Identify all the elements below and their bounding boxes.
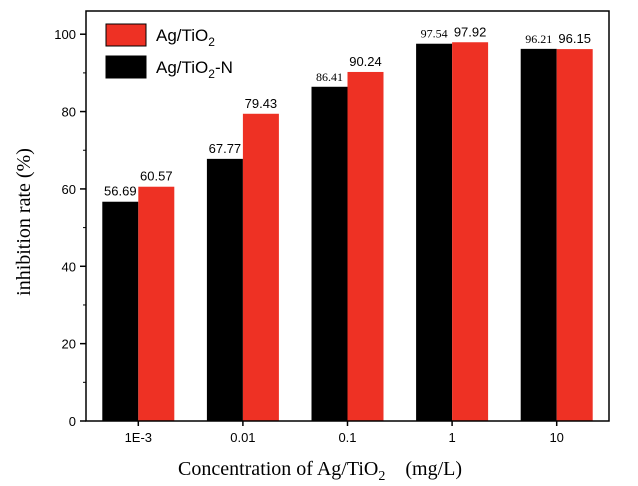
data-label-ag-tio2-n-1: 67.77 [209, 141, 242, 156]
data-label-ag-tio2-1: 79.43 [245, 96, 278, 111]
legend-label-ag-tio2: Ag/TiO2 [156, 26, 215, 49]
data-label-ag-tio2-n-2: 86.41 [316, 70, 343, 84]
axes-group: 0 20 40 60 80 100 1E-3 0.01 0.1 1 10 [54, 10, 610, 445]
data-label-ag-tio2-3: 97.92 [454, 24, 487, 39]
x-tick-label: 0.01 [230, 430, 255, 445]
bar-ag-tio2-n-1 [206, 158, 243, 421]
x-axis-label-subscript: 2 [378, 469, 385, 484]
bar-ag-tio2-n-4 [520, 48, 557, 422]
legend: Ag/TiO2 Ag/TiO2-N [105, 23, 233, 81]
bar-ag-tio2-n-3 [416, 43, 453, 421]
x-tick-label: 10 [549, 430, 563, 445]
data-label-ag-tio2-4: 96.15 [558, 31, 591, 46]
y-tick-label: 20 [62, 337, 76, 352]
legend-swatch-ag-tio2-n [105, 55, 147, 79]
x-axis-label-base: Concentration of Ag/TiO [178, 458, 378, 480]
x-axis-label-suffix: (mg/L) [385, 458, 462, 480]
legend-label-ag-tio2-n: Ag/TiO2-N [156, 58, 233, 81]
bar-ag-tio2-0 [138, 186, 175, 421]
bar-ag-tio2-3 [452, 42, 489, 421]
data-label-ag-tio2-2: 90.24 [349, 54, 382, 69]
bar-ag-tio2-n-2 [311, 86, 348, 421]
data-label-ag-tio2-n-4: 96.21 [525, 32, 552, 46]
x-tick-label: 1E-3 [125, 430, 152, 445]
legend-swatch-ag-tio2 [105, 23, 147, 47]
y-tick-label: 60 [62, 182, 76, 197]
data-label-ag-tio2-0: 60.57 [140, 169, 173, 184]
data-label-ag-tio2-n-3: 97.54 [421, 27, 448, 41]
y-tick-label: 80 [62, 105, 76, 120]
bar-ag-tio2-4 [556, 49, 593, 421]
y-tick-label: 40 [62, 259, 76, 274]
y-tick-label: 100 [54, 27, 76, 42]
x-tick-label: 1 [448, 430, 455, 445]
bars-group [102, 42, 593, 422]
data-label-ag-tio2-n-0: 56.69 [104, 184, 137, 199]
x-axis-label: Concentration of Ag/TiO2 (mg/L) [178, 458, 462, 484]
y-axis-label: inhibition rate (%) [13, 148, 35, 296]
bar-ag-tio2-1 [242, 113, 279, 421]
bar-ag-tio2-n-0 [102, 201, 139, 421]
bar-ag-tio2-2 [347, 71, 384, 421]
x-tick-label: 0.1 [338, 430, 356, 445]
y-tick-label: 0 [69, 414, 76, 429]
